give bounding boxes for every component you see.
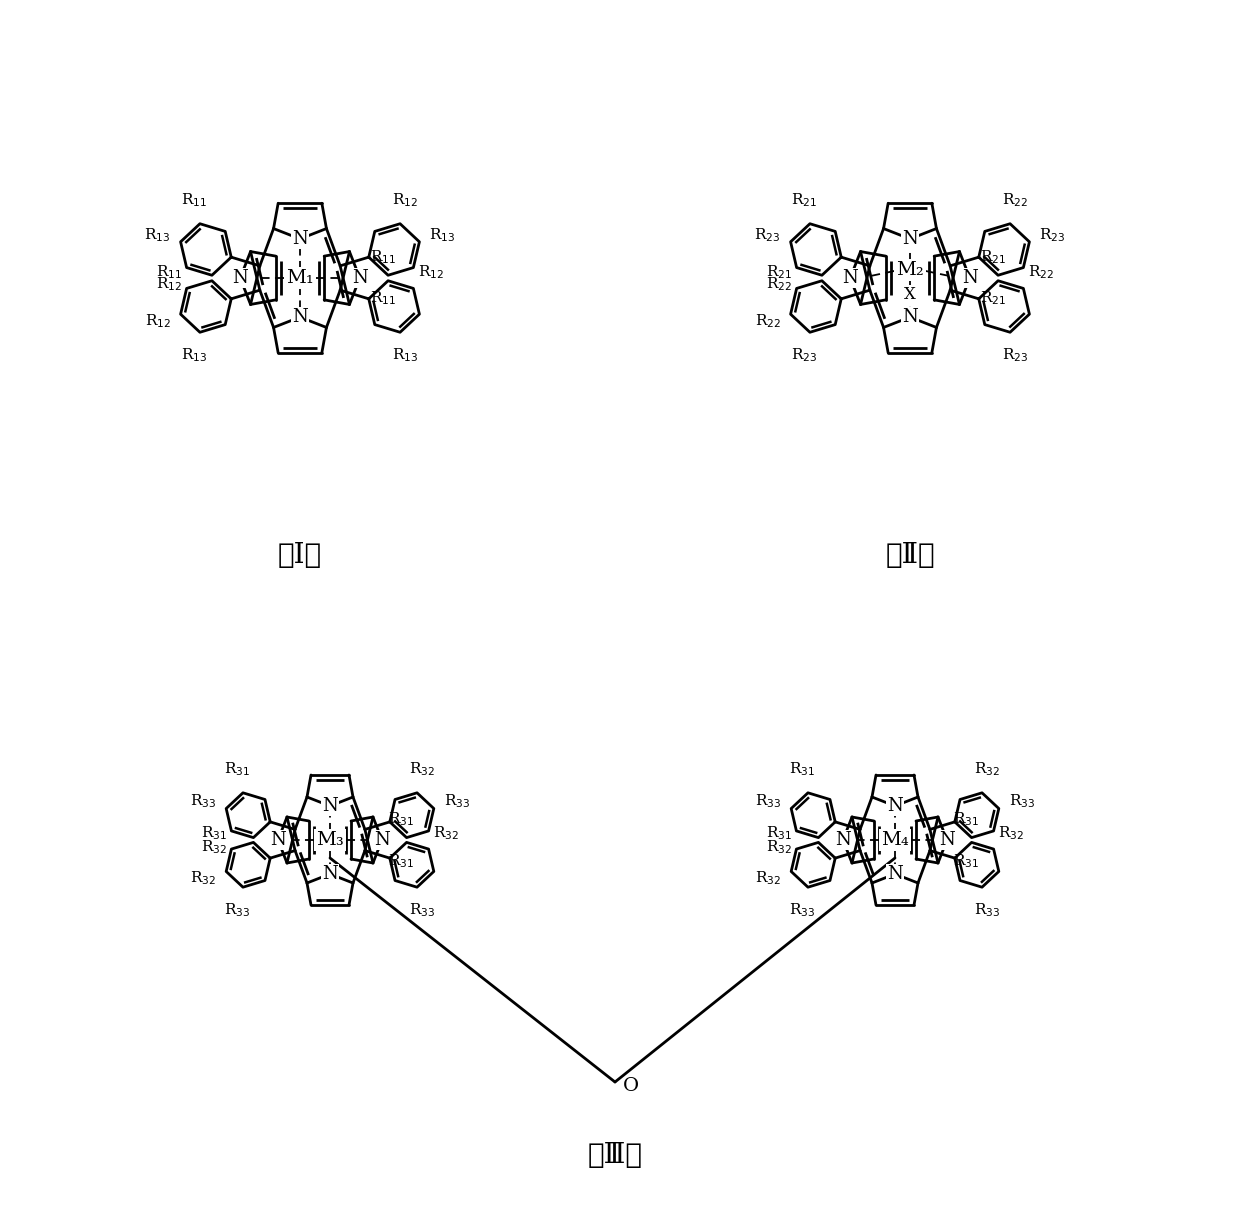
Text: R$_{32}$: R$_{32}$ [433, 824, 459, 841]
Text: N: N [293, 308, 308, 326]
Text: R$_{22}$: R$_{22}$ [1028, 263, 1054, 281]
Text: R$_{13}$: R$_{13}$ [392, 347, 419, 365]
Text: R$_{33}$: R$_{33}$ [755, 793, 781, 811]
Text: N: N [903, 230, 918, 248]
Text: N: N [322, 797, 337, 814]
Text: R$_{21}$: R$_{21}$ [791, 191, 817, 210]
Text: N: N [887, 865, 903, 884]
Text: N: N [842, 269, 858, 287]
Text: R$_{22}$: R$_{22}$ [766, 275, 792, 293]
Text: R$_{31}$: R$_{31}$ [201, 824, 227, 841]
Text: （Ⅱ）: （Ⅱ） [885, 542, 935, 568]
Text: R$_{13}$: R$_{13}$ [429, 225, 455, 244]
Text: R$_{31}$: R$_{31}$ [954, 810, 980, 828]
Text: M₃: M₃ [316, 831, 343, 848]
Text: N: N [962, 269, 977, 287]
Text: （Ⅲ）: （Ⅲ） [588, 1142, 642, 1168]
Text: N: N [835, 831, 851, 848]
Text: R$_{21}$: R$_{21}$ [766, 263, 792, 281]
Text: N: N [374, 831, 389, 848]
Text: R$_{31}$: R$_{31}$ [790, 761, 816, 778]
Text: R$_{22}$: R$_{22}$ [1002, 191, 1029, 210]
Text: R$_{23}$: R$_{23}$ [791, 347, 817, 365]
Text: R$_{32}$: R$_{32}$ [998, 824, 1024, 841]
Text: R$_{33}$: R$_{33}$ [224, 902, 250, 920]
Text: R$_{33}$: R$_{33}$ [409, 902, 435, 920]
Text: R$_{11}$: R$_{11}$ [181, 191, 207, 210]
Text: R$_{21}$: R$_{21}$ [980, 248, 1006, 267]
Text: （Ⅰ）: （Ⅰ） [278, 542, 322, 568]
Text: R$_{33}$: R$_{33}$ [444, 793, 470, 811]
Text: R$_{12}$: R$_{12}$ [145, 313, 171, 330]
Text: R$_{11}$: R$_{11}$ [370, 248, 396, 267]
Text: R$_{11}$: R$_{11}$ [156, 263, 182, 281]
Text: N: N [232, 269, 248, 287]
Text: R$_{32}$: R$_{32}$ [409, 761, 435, 778]
Text: R$_{32}$: R$_{32}$ [766, 839, 792, 856]
Text: R$_{12}$: R$_{12}$ [393, 191, 419, 210]
Text: N: N [293, 230, 308, 248]
Text: R$_{31}$: R$_{31}$ [766, 824, 792, 841]
Text: R$_{21}$: R$_{21}$ [980, 290, 1006, 308]
Text: X: X [904, 286, 916, 303]
Text: R$_{33}$: R$_{33}$ [790, 902, 816, 920]
Text: R$_{32}$: R$_{32}$ [190, 869, 216, 887]
Text: R$_{13}$: R$_{13}$ [181, 347, 207, 365]
Text: R$_{31}$: R$_{31}$ [224, 761, 250, 778]
Text: R$_{23}$: R$_{23}$ [1002, 347, 1029, 365]
Text: O: O [622, 1077, 639, 1094]
Text: M₁: M₁ [286, 269, 314, 287]
Text: R$_{22}$: R$_{22}$ [755, 313, 781, 330]
Text: R$_{31}$: R$_{31}$ [388, 852, 414, 870]
Text: R$_{31}$: R$_{31}$ [954, 852, 980, 870]
Text: R$_{32}$: R$_{32}$ [755, 869, 781, 887]
Text: R$_{33}$: R$_{33}$ [190, 793, 216, 811]
Text: M₄: M₄ [882, 831, 909, 848]
Text: N: N [322, 865, 337, 884]
Text: N: N [903, 308, 918, 326]
Text: R$_{32}$: R$_{32}$ [975, 761, 1001, 778]
Text: R$_{13}$: R$_{13}$ [145, 225, 171, 244]
Text: M₂: M₂ [897, 261, 924, 279]
Text: N: N [887, 797, 903, 814]
Text: R$_{33}$: R$_{33}$ [975, 902, 1001, 920]
Text: R$_{23}$: R$_{23}$ [754, 225, 781, 244]
Text: R$_{32}$: R$_{32}$ [201, 839, 227, 856]
Text: R$_{33}$: R$_{33}$ [1008, 793, 1035, 811]
Text: R$_{11}$: R$_{11}$ [370, 290, 396, 308]
Text: R$_{12}$: R$_{12}$ [156, 275, 182, 293]
Text: R$_{12}$: R$_{12}$ [418, 263, 444, 281]
Text: N: N [939, 831, 955, 848]
Text: R$_{23}$: R$_{23}$ [1039, 225, 1065, 244]
Text: N: N [352, 269, 368, 287]
Text: R$_{31}$: R$_{31}$ [388, 810, 414, 828]
Text: N: N [270, 831, 286, 848]
